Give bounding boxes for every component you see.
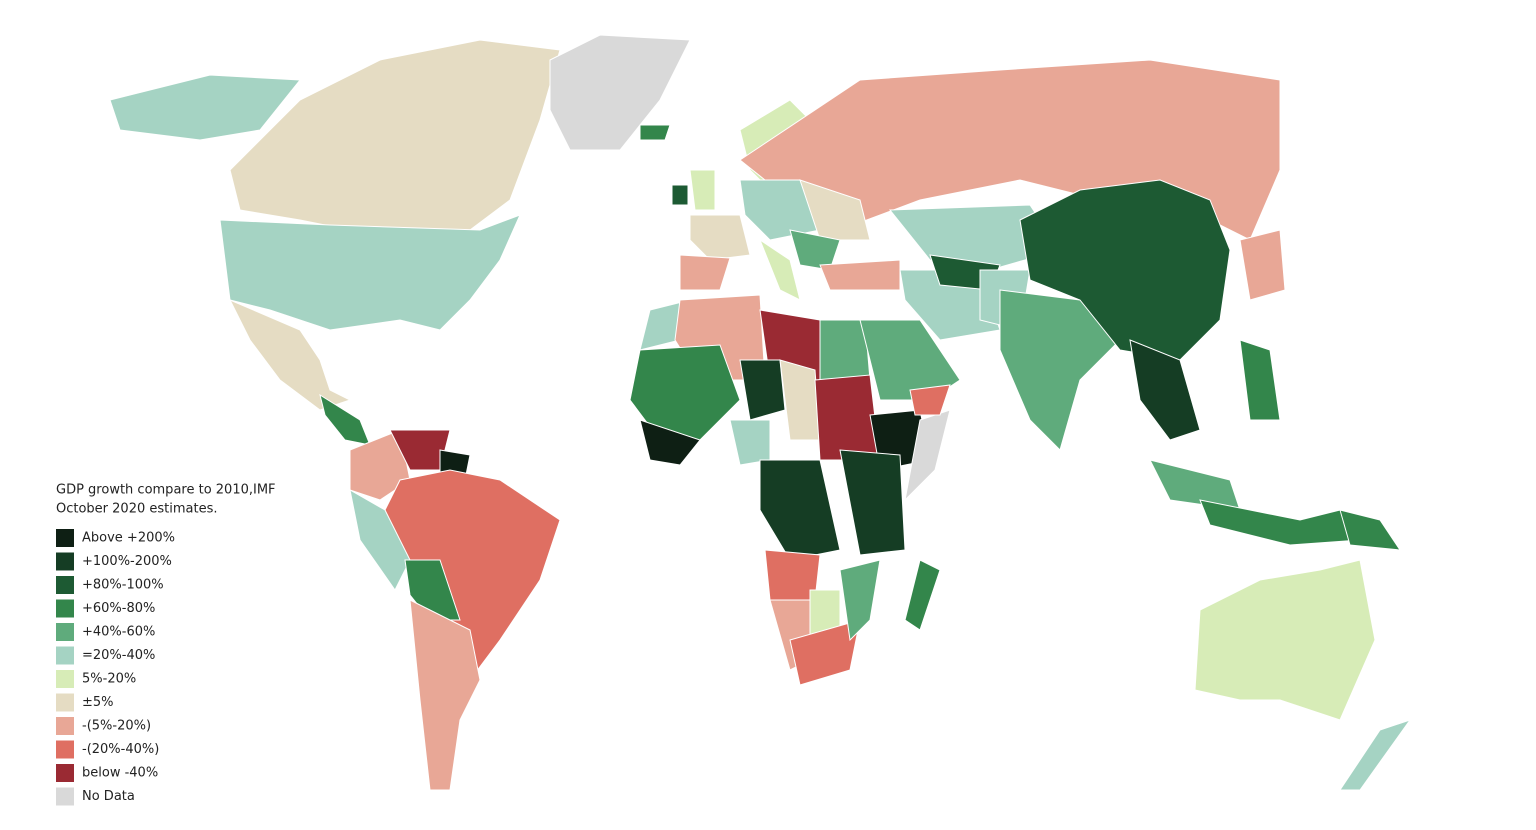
legend-label: No Data bbox=[82, 789, 135, 804]
legend-title: GDP growth compare to 2010,IMF bbox=[56, 483, 276, 498]
legend-swatch bbox=[56, 599, 74, 618]
australia bbox=[1194, 559, 1376, 721]
italy bbox=[758, 238, 801, 301]
alaska bbox=[109, 74, 301, 141]
malaysia bbox=[1149, 459, 1241, 511]
china bbox=[1019, 179, 1231, 361]
papua-new-guinea bbox=[1339, 509, 1402, 551]
legend-label: +100%-200% bbox=[82, 554, 172, 569]
iceland bbox=[639, 124, 671, 141]
legend-label: -(20%-40%) bbox=[82, 742, 159, 757]
south-africa bbox=[789, 619, 861, 686]
legend-label: ±5% bbox=[82, 695, 114, 710]
gulf-coast bbox=[639, 419, 701, 466]
argentina bbox=[409, 599, 481, 791]
ireland bbox=[671, 184, 689, 206]
legend: GDP growth compare to 2010,IMF October 2… bbox=[56, 483, 276, 806]
peru bbox=[349, 489, 411, 591]
legend-swatch bbox=[56, 646, 74, 665]
east-africa bbox=[839, 449, 906, 556]
kazakhstan bbox=[888, 204, 1061, 271]
uk bbox=[689, 169, 716, 211]
legend-label: +40%-60% bbox=[82, 625, 155, 640]
central-america bbox=[319, 393, 371, 446]
indonesia bbox=[1199, 499, 1361, 546]
southeast-asia bbox=[1129, 339, 1201, 441]
nigeria bbox=[729, 419, 771, 466]
yemen bbox=[909, 384, 951, 416]
canada bbox=[229, 39, 561, 241]
france bbox=[689, 214, 751, 261]
new-zealand bbox=[1339, 719, 1412, 791]
greenland bbox=[549, 34, 691, 151]
legend-swatch bbox=[56, 740, 74, 759]
countries bbox=[109, 34, 1412, 791]
legend-label: 5%-20% bbox=[82, 672, 136, 687]
philippines bbox=[1239, 339, 1281, 421]
legend-swatch bbox=[56, 787, 74, 806]
legend-label: +60%-80% bbox=[82, 601, 155, 616]
japan bbox=[1239, 229, 1286, 301]
legend-swatch bbox=[56, 623, 74, 641]
legend-label: =20%-40% bbox=[82, 648, 155, 663]
niger bbox=[739, 359, 786, 421]
legend-swatch bbox=[56, 576, 74, 594]
legend-label: -(5%-20%) bbox=[82, 719, 151, 734]
legend-swatch bbox=[56, 693, 74, 712]
chad bbox=[779, 359, 821, 441]
legend-swatch bbox=[56, 529, 74, 547]
mozambique bbox=[839, 559, 881, 642]
central-africa bbox=[759, 459, 841, 561]
usa bbox=[219, 214, 521, 331]
legend-label: below -40% bbox=[82, 766, 158, 781]
turkey bbox=[819, 259, 901, 291]
madagascar bbox=[904, 559, 941, 631]
legend-label: +80%-100% bbox=[82, 578, 164, 593]
legend-swatch bbox=[56, 717, 74, 735]
legend-swatch bbox=[56, 552, 74, 571]
legend-label: Above +200% bbox=[82, 531, 175, 546]
mexico bbox=[228, 299, 352, 411]
spain bbox=[679, 254, 731, 291]
legend-swatch bbox=[56, 670, 74, 688]
legend-swatch bbox=[56, 764, 74, 782]
legend-title: October 2020 estimates. bbox=[56, 502, 217, 517]
eastern-europe bbox=[799, 179, 871, 241]
